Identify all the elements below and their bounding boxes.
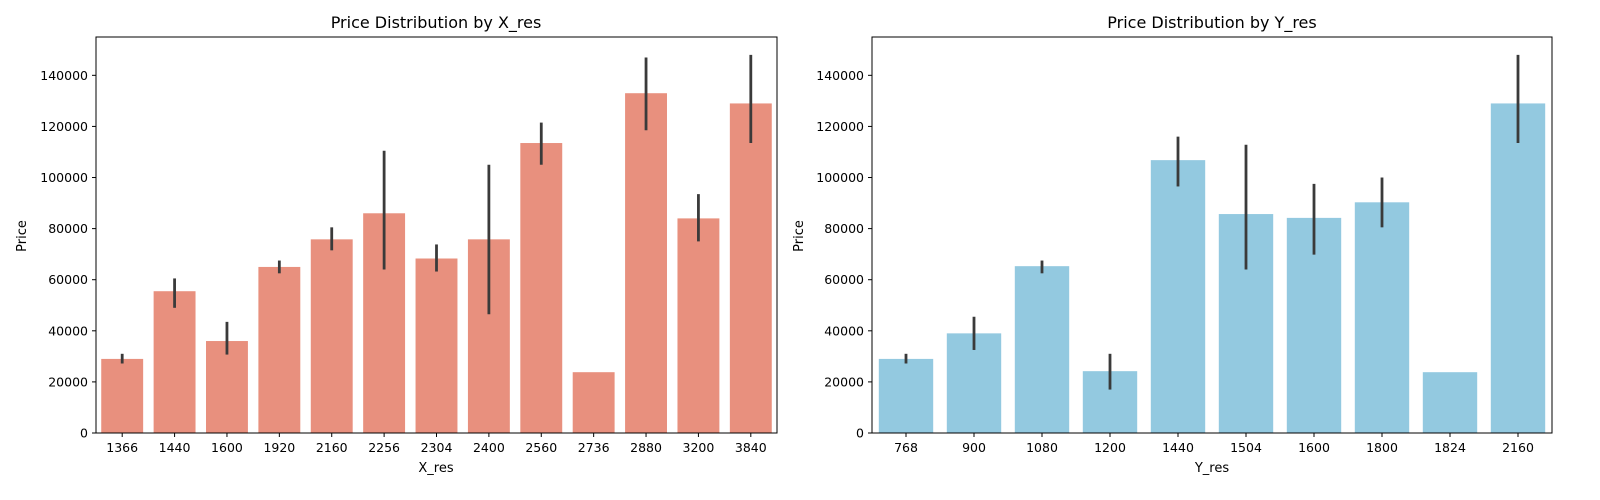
bar-1080 xyxy=(1014,266,1070,433)
bar-2160 xyxy=(310,239,353,433)
bar-2560 xyxy=(520,143,563,433)
x-tick-label: 1920 xyxy=(263,440,295,455)
bar-2736 xyxy=(572,372,615,433)
x-tick-label: 1440 xyxy=(1162,440,1194,455)
chart-price-by-x-res: Price Distribution by X_res X_res Price … xyxy=(15,13,778,476)
bar-1920 xyxy=(258,266,301,433)
y-tick-label: 0 xyxy=(856,426,864,441)
y-tick-label: 0 xyxy=(80,426,88,441)
x-tick-label: 768 xyxy=(894,440,918,455)
y-tick-label: 40000 xyxy=(48,323,88,338)
x-tick-label: 1440 xyxy=(159,440,191,455)
bar-1824 xyxy=(1422,372,1478,433)
x-tick-label: 2160 xyxy=(316,440,348,455)
bar-3840 xyxy=(729,103,772,434)
bar-2160 xyxy=(1490,103,1546,434)
x-tick-label: 1800 xyxy=(1366,440,1398,455)
x-axis-label: X_res xyxy=(418,461,453,476)
x-tick-label: 900 xyxy=(962,440,986,455)
axes-frame xyxy=(95,36,778,434)
y-tick-label: 140000 xyxy=(816,68,864,83)
y-axis-label: Price xyxy=(15,220,30,252)
y-tick-label: 60000 xyxy=(824,272,864,287)
y-tick-label: 100000 xyxy=(816,170,864,185)
y-tick-label: 120000 xyxy=(40,119,88,134)
x-tick-label: 2160 xyxy=(1502,440,1534,455)
y-tick-label: 80000 xyxy=(48,221,88,236)
y-tick-label: 80000 xyxy=(824,221,864,236)
x-tick-label: 2880 xyxy=(630,440,662,455)
bar-1600 xyxy=(206,341,248,433)
bar-768 xyxy=(878,358,934,433)
x-tick-label: 1600 xyxy=(1298,440,1330,455)
chart-title: Price Distribution by Y_res xyxy=(1107,13,1316,33)
bar-1366 xyxy=(101,358,144,433)
chart-title: Price Distribution by X_res xyxy=(331,13,542,33)
x-tick-label: 1824 xyxy=(1434,440,1466,455)
y-axis-label: Price xyxy=(792,220,807,252)
y-tick-label: 100000 xyxy=(40,170,88,185)
x-tick-label: 2736 xyxy=(578,440,610,455)
bar-2880 xyxy=(625,93,667,434)
plot-area: 768 900 1080 1200 1440 1504 1600 1800 1824 2160 0 2… xyxy=(816,36,1553,455)
x-tick-label: 1200 xyxy=(1094,440,1126,455)
x-tick-label: 2256 xyxy=(368,440,400,455)
bar-1440 xyxy=(1150,160,1206,433)
chart-price-by-y-res: Price Distribution by Y_res Y_res Price … xyxy=(792,13,1553,476)
y-tick-label: 120000 xyxy=(816,119,864,134)
x-tick-label: 3200 xyxy=(683,440,715,455)
x-tick-label: 1366 xyxy=(106,440,138,455)
y-tick-label: 20000 xyxy=(824,374,864,389)
x-tick-label: 1080 xyxy=(1026,440,1058,455)
y-tick-label: 20000 xyxy=(48,374,88,389)
y-tick-label: 60000 xyxy=(48,272,88,287)
bar-1800 xyxy=(1354,202,1410,433)
plot-area: 1366 1440 1600 1920 2160 2256 2304 2400 2560 2736… xyxy=(40,36,778,455)
y-tick-label: 40000 xyxy=(824,323,864,338)
y-tick-label: 140000 xyxy=(40,68,88,83)
bar-2304 xyxy=(415,258,458,433)
axes-frame xyxy=(871,36,1553,434)
x-tick-label: 1600 xyxy=(211,440,243,455)
x-tick-label: 2400 xyxy=(473,440,505,455)
bar-1440 xyxy=(153,291,196,433)
x-axis-label: Y_res xyxy=(1194,461,1229,476)
x-tick-label: 2304 xyxy=(421,440,453,455)
bar-3200 xyxy=(677,218,720,433)
x-tick-label: 3840 xyxy=(735,440,767,455)
x-tick-label: 1504 xyxy=(1230,440,1262,455)
x-tick-label: 2560 xyxy=(525,440,557,455)
